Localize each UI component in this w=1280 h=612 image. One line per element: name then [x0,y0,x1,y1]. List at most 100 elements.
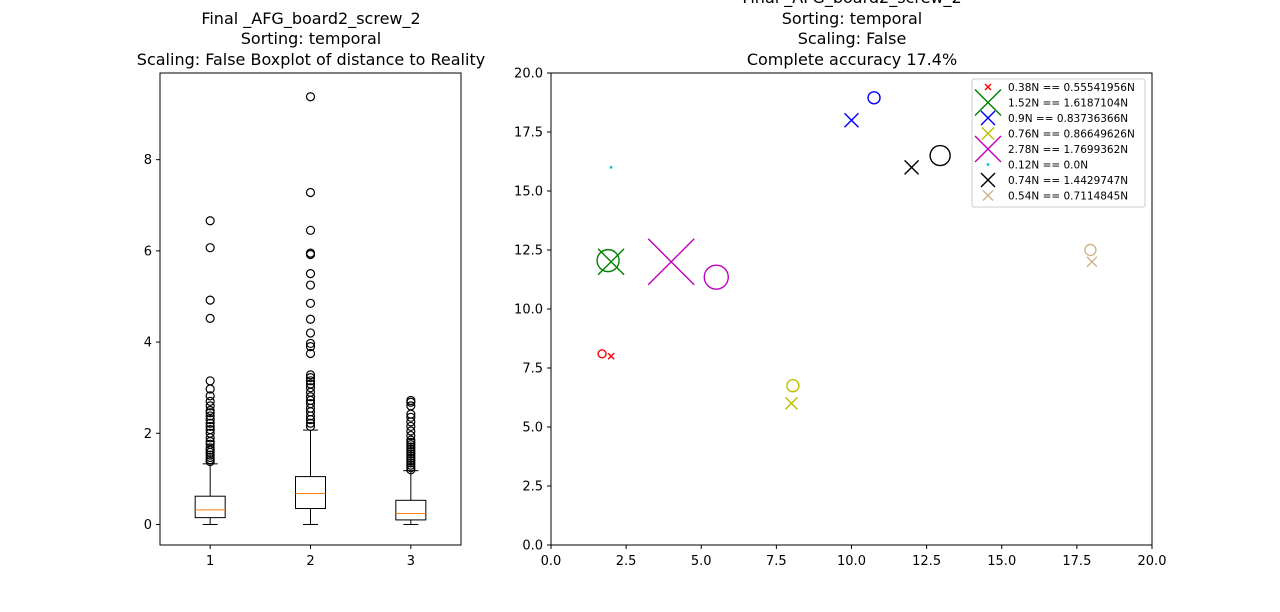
x-tick-label: 0.0 [541,554,562,569]
outlier-point [305,379,316,389]
outlier-point [205,418,215,428]
outlier-point [406,395,416,406]
outlier-point [406,430,416,441]
legend-entry: 1.52N == 1.6187104N [974,89,1128,116]
predicted-x-marker [609,165,613,169]
x-marker-stroke [784,396,798,410]
y-tick-label: 10.0 [514,303,543,318]
legend-label: 0.9N == 0.83736366N [1008,113,1128,125]
x-tick-label: 2.5 [616,554,637,569]
x-tick-label: 17.5 [1062,554,1091,569]
legend-entry: 2.78N == 1.7699362N [974,135,1128,163]
outlier-point [406,437,416,447]
y-tick-label: 17.5 [514,126,543,141]
legend-label: 0.76N == 0.86649626N [1008,129,1135,141]
series-1 [596,248,625,276]
legend-label: 2.78N == 1.7699362N [1008,144,1128,156]
outlier-point [305,280,316,290]
boxplot-axes-frame [159,72,462,546]
y-tick-label: 8 [144,153,152,168]
boxplot-title-line-2: Sorting: temporal [241,29,382,48]
outlier-point [205,414,215,425]
outlier-point [305,373,316,383]
x-marker-stroke [984,83,992,91]
outlier-point [205,401,215,411]
x-tick-label: 1 [206,554,214,569]
outlier-point [205,428,215,438]
outlier-point [406,458,416,468]
x-marker-stroke [980,172,996,188]
x-tick-label: 3 [407,554,415,569]
x-marker-stroke [986,163,990,166]
predicted-x-marker [607,352,615,360]
outlier-point [305,348,316,359]
y-tick-label: 15.0 [514,185,543,200]
x-marker-stroke [980,110,996,126]
x-marker-stroke [974,135,1002,163]
series-4 [647,238,729,290]
scatter-title-line-2: Sorting: temporal [782,9,923,28]
y-tick-label: 7.5 [522,362,543,377]
outlier-point [205,405,215,416]
outlier-point [205,421,215,432]
series-3 [784,379,800,410]
box-iqr [395,499,427,521]
outlier-point [406,449,416,459]
actual-circle-marker [867,91,881,105]
legend-label: 0.54N == 0.7114845N [1008,191,1128,203]
boxplot-axis-ticks: 0 2 4 6 8 1 2 3 [144,153,415,569]
legend-entry: 0.54N == 0.7114845N [982,190,1128,203]
actual-circle-marker [596,248,620,273]
outlier-point [305,314,316,324]
box-iqr [295,476,326,510]
y-tick-label: 20.0 [514,67,543,82]
y-tick-label: 0 [144,518,152,533]
outlier-point [305,225,316,235]
y-tick-label: 2.5 [522,480,543,495]
y-tick-label: 12.5 [514,244,543,259]
outlier-point [205,216,215,226]
x-tick-label: 5.0 [691,554,712,569]
outlier-point [205,243,215,253]
x-marker-stroke [1086,256,1098,268]
outlier-point [205,445,215,455]
outlier-point [406,465,416,475]
legend-marker [974,89,1002,116]
legend-marker [986,163,990,166]
x-tick-label: 15.0 [987,554,1016,569]
scatter-axis-ticks: 0.0 2.5 5.0 7.5 10.0 12.5 15.0 17.5 20.0 0.0 2.5 5.… [514,67,1166,570]
outlier-point [205,396,215,406]
legend-entry: 0.12N == 0.0N [986,160,1088,172]
scatter-points [596,91,1098,410]
outlier-point [305,92,316,102]
outlier-point [205,455,215,465]
x-tick-label: 2 [306,554,314,569]
series-7 [1084,243,1098,268]
actual-circle-marker [1084,243,1097,257]
x-marker-stroke [609,165,613,169]
predicted-x-marker [844,112,859,128]
box-3 [395,395,427,525]
legend-label: 0.74N == 1.4429747N [1008,175,1128,187]
outlier-point [205,411,215,421]
legend-entry: 0.74N == 1.4429747N [980,172,1128,188]
legend-marker [980,110,996,126]
outlier-point [305,298,316,308]
legend-marker [980,172,996,188]
x-marker-stroke [647,238,695,286]
x-tick-label: 10.0 [837,554,866,569]
y-tick-label: 2 [144,427,152,442]
outlier-point [406,462,416,473]
x-tick-label: 12.5 [912,554,941,569]
outlier-point [205,450,215,460]
outlier-point [406,442,416,452]
legend-marker [974,135,1002,163]
scatter-chart: Final _AFG_board2_screw_2 Sorting: tempo… [514,0,1166,569]
outlier-point [305,392,316,402]
outlier-point [205,425,215,435]
predicted-x-marker [1086,256,1098,268]
outlier-point [305,338,316,349]
outlier-point [406,435,416,445]
outlier-point [205,452,215,463]
outlier-point [205,391,215,401]
